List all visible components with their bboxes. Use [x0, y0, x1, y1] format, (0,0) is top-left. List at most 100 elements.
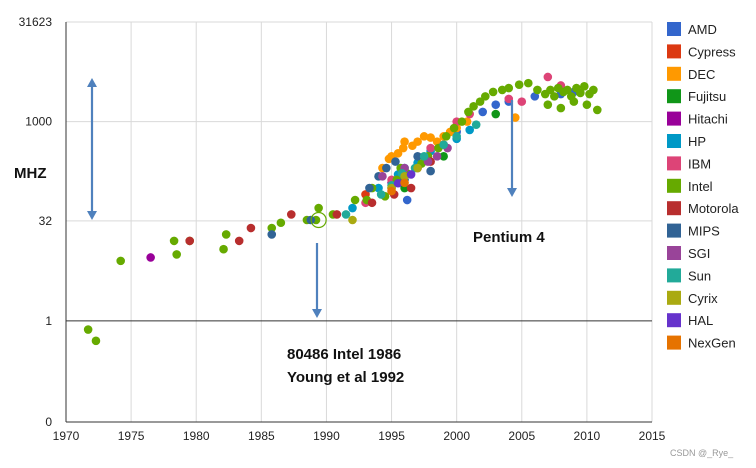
- point-sun: [376, 190, 386, 199]
- annotation-pentium4: Pentium 4: [473, 229, 545, 246]
- point-intel: [579, 82, 589, 91]
- annotation-80486-line2: Young et al 1992: [287, 369, 404, 386]
- point-intel: [589, 85, 598, 95]
- point-intel: [514, 80, 524, 89]
- y-axis-label: MHZ: [14, 165, 47, 182]
- legend-label-hal: HAL: [688, 313, 713, 328]
- legend-swatch-fujitsu: [667, 89, 681, 104]
- point-intel: [481, 92, 490, 101]
- point-nexgen: [387, 186, 396, 196]
- point-cyrix: [400, 172, 409, 181]
- point-sun: [439, 140, 448, 149]
- axes: [65, 22, 652, 423]
- x-tick-label: 1970: [53, 429, 80, 443]
- legend-label-dec: DEC: [688, 67, 715, 82]
- x-tick-label: 1990: [313, 429, 340, 443]
- point-hal: [406, 170, 416, 179]
- point-intel: [569, 97, 579, 106]
- point-intel: [593, 105, 602, 115]
- point-ibm: [426, 143, 435, 153]
- point-intel: [504, 83, 514, 93]
- legend-swatch-cyrix: [667, 290, 681, 305]
- legend-label-sgi: SGI: [688, 246, 710, 261]
- legend-label-fujitsu: Fujitsu: [688, 89, 726, 104]
- y-tick-label: 0: [45, 415, 52, 429]
- legend-swatch-hal: [667, 313, 681, 328]
- point-intel: [550, 92, 559, 101]
- x-tick-label: 1995: [378, 429, 405, 443]
- point-intel: [350, 195, 360, 205]
- point-intel: [464, 107, 473, 117]
- point-intel: [523, 78, 533, 88]
- y-tick-label: 1000: [25, 115, 52, 129]
- legend-swatch-amd: [667, 22, 681, 36]
- watermark: CSDN @_Rye_: [670, 448, 734, 458]
- point-dec: [400, 137, 409, 146]
- point-sgi: [432, 152, 442, 161]
- point-motorola: [406, 183, 416, 193]
- range-arrow-head-top: [87, 78, 97, 87]
- legend-swatch-mips: [667, 223, 681, 238]
- point-cyrix: [413, 163, 422, 173]
- legend-label-hitachi: Hitachi: [688, 112, 728, 127]
- point-amd: [530, 92, 540, 101]
- point-mips: [365, 183, 374, 193]
- point-intel: [556, 103, 566, 113]
- legend-swatch-nexgen: [667, 335, 681, 350]
- point-dec: [432, 137, 442, 146]
- point-mips: [267, 230, 277, 239]
- point-sun: [419, 152, 429, 161]
- point-intel: [563, 85, 572, 95]
- point-intel: [546, 85, 555, 95]
- point-hal: [393, 178, 403, 188]
- legend-label-motorola: Motorola: [688, 201, 739, 216]
- point-sun: [452, 132, 461, 141]
- x-tick-label: 2015: [639, 429, 666, 443]
- point-dec: [413, 137, 422, 146]
- point-hitachi: [146, 253, 155, 262]
- point-motorola: [286, 210, 296, 219]
- x-tick-label: 1980: [183, 429, 210, 443]
- point-nexgen: [400, 178, 409, 188]
- annotation-80486-line1: 80486 Intel 1986: [287, 346, 401, 363]
- point-mips: [391, 157, 400, 166]
- x-tick-label: 2000: [443, 429, 470, 443]
- legend-label-ibm: IBM: [688, 156, 711, 171]
- gridlines: [66, 21, 653, 422]
- point-intel: [497, 85, 507, 95]
- point-intel: [543, 100, 553, 109]
- point-intel: [475, 97, 485, 106]
- point-intel: [314, 203, 323, 213]
- point-motorola: [234, 236, 244, 246]
- point-intel: [116, 256, 125, 266]
- legend: AMD Cypress DEC Fujitsu Hitachi HP IBM Intel Mot…: [667, 22, 739, 351]
- point-mips: [382, 163, 391, 173]
- point-dec: [419, 132, 429, 141]
- point-dec: [510, 113, 520, 122]
- x-tick-label: 2005: [508, 429, 535, 443]
- point-amd: [491, 100, 501, 109]
- point-fujitsu: [491, 109, 501, 119]
- point-intel: [441, 132, 451, 141]
- point-sgi: [378, 172, 387, 181]
- arrow-80486-head: [312, 309, 322, 318]
- legend-swatch-intel: [667, 178, 681, 193]
- point-motorola: [185, 236, 195, 246]
- point-amd: [478, 107, 488, 117]
- point-intel: [449, 123, 459, 133]
- point-hp: [348, 203, 357, 213]
- point-cyrix: [348, 215, 357, 225]
- annotations: MHZ Pentium 4 80486 Intel 1986 Young et …: [14, 78, 545, 386]
- point-intel: [457, 117, 467, 126]
- legend-label-nexgen: NexGen: [688, 336, 736, 351]
- point-dec: [398, 143, 408, 153]
- point-intel: [219, 244, 228, 254]
- legend-label-hp: HP: [688, 134, 706, 149]
- point-mips: [426, 166, 435, 176]
- x-tick-label: 2010: [574, 429, 601, 443]
- y-tick-label: 31623: [19, 15, 53, 29]
- point-dec: [426, 133, 435, 142]
- point-intel: [576, 88, 585, 98]
- point-intel: [582, 100, 592, 109]
